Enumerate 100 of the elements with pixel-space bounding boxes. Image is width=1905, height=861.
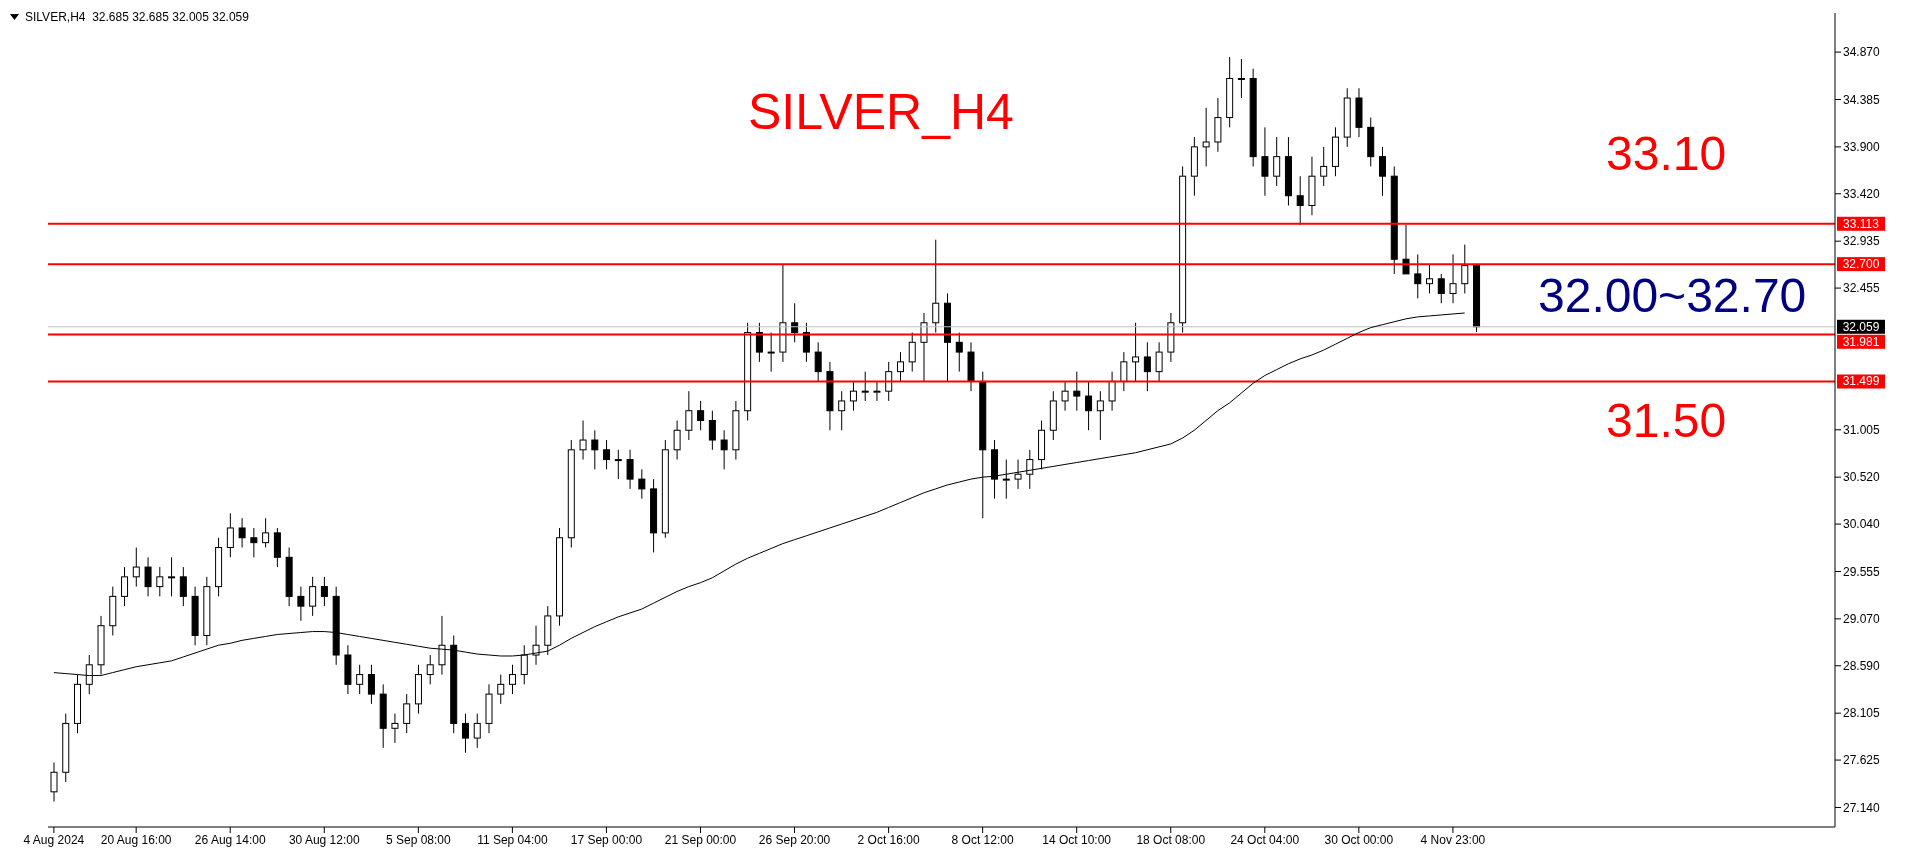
candlestick bbox=[1378, 146, 1386, 197]
candlestick bbox=[1155, 341, 1163, 382]
candlestick bbox=[1437, 273, 1445, 304]
x-tick-label: 14 Oct 10:00 bbox=[1042, 832, 1112, 847]
candlestick bbox=[426, 654, 434, 685]
candlestick bbox=[1143, 341, 1151, 392]
x-tick-label: 24 Oct 04:00 bbox=[1230, 832, 1300, 847]
ref-line-label: 32.700 bbox=[1842, 257, 1880, 272]
y-tick-label: 32.455 bbox=[1843, 281, 1881, 296]
y-tick-label: 29.555 bbox=[1843, 564, 1881, 579]
candlestick bbox=[262, 517, 270, 549]
y-tick-label: 30.040 bbox=[1843, 517, 1881, 532]
candlestick bbox=[532, 625, 540, 666]
candlestick bbox=[626, 449, 634, 490]
annotation: 32.00~32.70 bbox=[1538, 268, 1807, 323]
x-tick-label: 4 Nov 23:00 bbox=[1420, 832, 1486, 847]
candlestick bbox=[144, 556, 152, 597]
x-tick-label: 20 Aug 16:00 bbox=[100, 832, 172, 847]
candlestick bbox=[603, 439, 611, 470]
candlestick bbox=[1461, 244, 1469, 294]
candlestick bbox=[1026, 449, 1034, 490]
candlestick bbox=[638, 468, 646, 500]
chart-subtitle: SILVER,H4 32.685 32.685 32.005 32.059 bbox=[25, 10, 249, 24]
candlestick bbox=[179, 566, 187, 607]
candlestick bbox=[1237, 58, 1245, 99]
ref-line-label: 33.113 bbox=[1843, 216, 1880, 231]
x-tick-label: 18 Oct 08:00 bbox=[1136, 832, 1206, 847]
candlestick bbox=[1426, 263, 1434, 294]
x-tick-label: 5 Sep 08:00 bbox=[385, 832, 452, 847]
candlestick bbox=[614, 449, 622, 480]
text: SILVER_H4 bbox=[748, 83, 1014, 141]
y-tick-label: 34.385 bbox=[1843, 92, 1881, 107]
y-tick-label: 28.590 bbox=[1843, 659, 1881, 674]
candlestick bbox=[297, 586, 305, 622]
x-tick-label: 30 Oct 00:00 bbox=[1324, 832, 1394, 847]
candlestick bbox=[579, 419, 587, 461]
candlestick bbox=[932, 239, 940, 334]
x-tick-label: 11 Sep 04:00 bbox=[477, 832, 548, 847]
candlestick bbox=[673, 419, 681, 461]
ref-line-label: 32.059 bbox=[1842, 319, 1880, 334]
candlestick bbox=[591, 429, 599, 470]
candlestick bbox=[1273, 136, 1281, 187]
candlestick bbox=[461, 713, 469, 754]
candlestick bbox=[708, 410, 716, 451]
y-tick-label: 27.625 bbox=[1843, 753, 1881, 768]
candlestick bbox=[156, 566, 164, 597]
x-tick-label: 26 Sep 20:00 bbox=[758, 832, 831, 847]
candlestick bbox=[955, 332, 963, 373]
ref-line-label: 31.499 bbox=[1842, 374, 1880, 389]
candlestick bbox=[767, 332, 775, 373]
candlestick bbox=[1096, 390, 1104, 441]
candlestick bbox=[226, 512, 234, 558]
x-tick-label: 21 Sep 00:00 bbox=[664, 832, 737, 847]
candlestick bbox=[509, 664, 517, 695]
y-tick-label: 34.870 bbox=[1843, 45, 1881, 60]
candlestick bbox=[497, 674, 505, 705]
candlestick bbox=[1202, 107, 1210, 167]
candlestick bbox=[873, 380, 881, 402]
candlestick bbox=[403, 693, 411, 734]
x-tick-label: 4 Aug 2024 bbox=[23, 832, 85, 847]
candlestick bbox=[391, 713, 399, 744]
x-tick-label: 2 Oct 16:00 bbox=[857, 832, 920, 847]
x-tick-label: 30 Aug 12:00 bbox=[288, 832, 360, 847]
candlestick bbox=[814, 341, 822, 382]
candlestick bbox=[309, 576, 317, 617]
y-tick-label: 27.140 bbox=[1843, 800, 1881, 815]
candlestick bbox=[367, 664, 375, 705]
y-tick-label: 31.005 bbox=[1843, 423, 1881, 438]
candlestick bbox=[861, 371, 869, 402]
candlestick bbox=[250, 527, 258, 558]
candlestick bbox=[849, 380, 857, 412]
candlestick bbox=[1296, 175, 1304, 226]
candlestick bbox=[697, 400, 705, 431]
candlestick bbox=[1061, 380, 1069, 412]
candlestick bbox=[685, 390, 693, 441]
candlestick bbox=[1073, 371, 1081, 412]
candlestick bbox=[1261, 126, 1269, 197]
candlestick bbox=[1414, 253, 1422, 299]
candlestick bbox=[791, 302, 799, 343]
candlestick bbox=[1132, 322, 1140, 382]
candlestick bbox=[168, 556, 176, 597]
annotation: 33.10 bbox=[1606, 126, 1727, 181]
candlestick bbox=[1320, 146, 1328, 187]
candlestick bbox=[50, 762, 58, 803]
candlestick bbox=[1014, 459, 1022, 490]
y-tick-label: 28.105 bbox=[1843, 706, 1881, 721]
y-tick-label: 30.520 bbox=[1843, 470, 1881, 485]
candlestick bbox=[838, 390, 846, 431]
x-tick-label: 17 Sep 00:00 bbox=[570, 832, 643, 847]
candlestick bbox=[473, 713, 481, 749]
candlestick bbox=[720, 429, 728, 470]
candlestick bbox=[1108, 371, 1116, 412]
y-tick-label: 29.070 bbox=[1843, 612, 1881, 627]
candlestick bbox=[885, 361, 893, 402]
candlestick bbox=[356, 664, 364, 695]
candlestick bbox=[908, 332, 916, 373]
x-tick-label: 8 Oct 12:00 bbox=[951, 832, 1014, 847]
candlestick bbox=[121, 566, 129, 607]
candlestick bbox=[132, 547, 140, 588]
ref-line-label: 31.981 bbox=[1842, 334, 1880, 349]
